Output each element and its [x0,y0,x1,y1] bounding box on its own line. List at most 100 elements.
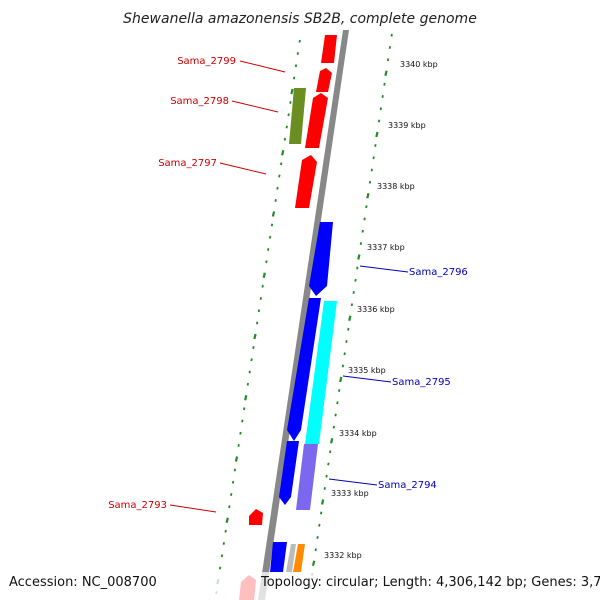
gene-feature-sama-2794[interactable] [296,444,318,510]
minor-tick [294,64,298,68]
scale-label-3338: 3338 kbp [377,182,415,191]
gene-feature-bottom-orange[interactable] [293,544,305,572]
minor-tick [270,223,274,227]
minor-tick [285,125,288,129]
gene-feature-sama-2796[interactable] [309,222,333,296]
minor-tick [359,242,363,245]
minor-tick [243,407,246,411]
minor-tick [241,419,244,423]
minor-tick [233,468,237,472]
topology-text: Topology: circular; Length: 4,306,142 bp… [260,575,600,590]
minor-tick [298,39,301,43]
minor-tick [228,505,231,509]
major-tick [311,560,316,567]
minor-tick [374,144,377,147]
footer-background [0,572,600,600]
major-tick [348,315,352,322]
minor-tick [363,217,366,221]
gene-feature-sama-2799[interactable] [316,68,332,92]
major-tick [357,254,361,260]
minor-tick [252,346,255,349]
minor-tick [222,542,225,545]
minor-tick [246,382,250,386]
minor-tick [383,82,386,86]
minor-tick [218,566,222,570]
scale-label-3335: 3335 kbp [348,366,386,375]
minor-tick [365,205,368,209]
major-tick [271,211,276,217]
minor-tick [276,186,279,190]
scale-label-3337: 3337 kbp [367,243,405,252]
minor-tick [368,180,372,184]
minor-tick [377,119,381,123]
gene-feature-bottom-grey[interactable] [286,544,296,572]
gene-feature-sama-2793[interactable] [249,509,263,525]
minor-tick [261,284,264,288]
gene-feature-sama-2797[interactable] [295,155,317,208]
tick-marks [215,33,393,594]
minor-tick [230,493,233,496]
genome-backbone [258,30,349,600]
major-tick [262,272,266,279]
minor-tick [250,358,253,362]
scale-label-3332: 3332 kbp [324,551,362,560]
minor-tick [267,248,270,251]
gene-feature-sama-2794-blue[interactable] [279,441,299,505]
scale-label-3339: 3339 kbp [388,121,426,130]
scale-label-3336: 3336 kbp [357,305,395,314]
minor-tick [372,156,375,160]
gene-feature-sama-2795[interactable] [305,301,337,444]
minor-tick [283,137,287,141]
minor-tick [327,462,330,466]
minor-tick [231,480,235,484]
gene-label-sama-2797[interactable]: Sama_2797 [158,158,217,169]
minor-tick [278,174,281,178]
major-tick [366,192,370,199]
gene-label-sama-2799[interactable]: Sama_2799 [177,56,236,67]
minor-tick [329,450,332,454]
major-tick [330,437,334,444]
minor-tick [248,370,251,374]
minor-tick [390,33,393,37]
gene-label-sama-2795[interactable]: Sama_2795 [392,377,451,388]
gene-label-sama-2798[interactable]: Sama_2798 [170,96,229,107]
minor-tick [287,113,290,117]
minor-tick [314,548,317,552]
minor-tick [388,46,392,49]
minor-tick [354,278,357,282]
major-tick [234,456,239,462]
minor-tick [319,511,323,515]
scale-label-3333: 3333 kbp [331,489,369,498]
major-tick [375,131,379,138]
minor-tick [268,235,272,239]
major-tick [281,149,285,156]
minor-tick [347,327,350,331]
minor-tick [325,474,328,478]
minor-tick [292,76,296,80]
gene-label-sama-2794[interactable]: Sama_2794 [378,480,437,491]
gene-feature-bottom-blue[interactable] [270,542,287,572]
minor-tick [237,444,240,447]
scale-label-3334: 3334 kbp [339,429,377,438]
gene-feature-top[interactable] [321,35,337,63]
minor-tick [323,487,326,490]
major-tick [225,517,229,524]
minor-tick [316,536,319,539]
gene-label-sama-2793[interactable]: Sama_2793 [108,500,167,511]
minor-tick [280,162,283,166]
minor-tick [239,431,242,435]
minor-tick [332,425,335,429]
major-tick [253,333,257,340]
major-tick [290,88,294,95]
gene-label-sama-2796[interactable]: Sama_2796 [409,267,468,278]
gene-feature-sama-2798[interactable] [289,88,306,144]
gene-feature-sama-2798-red[interactable] [305,93,328,148]
gene-feature-long-blue[interactable] [287,298,321,441]
minor-tick [361,229,364,233]
minor-tick [289,101,292,104]
minor-tick [274,199,277,202]
minor-tick [257,309,261,313]
minor-tick [370,168,373,172]
minor-tick [356,266,359,270]
minor-tick [338,389,341,392]
